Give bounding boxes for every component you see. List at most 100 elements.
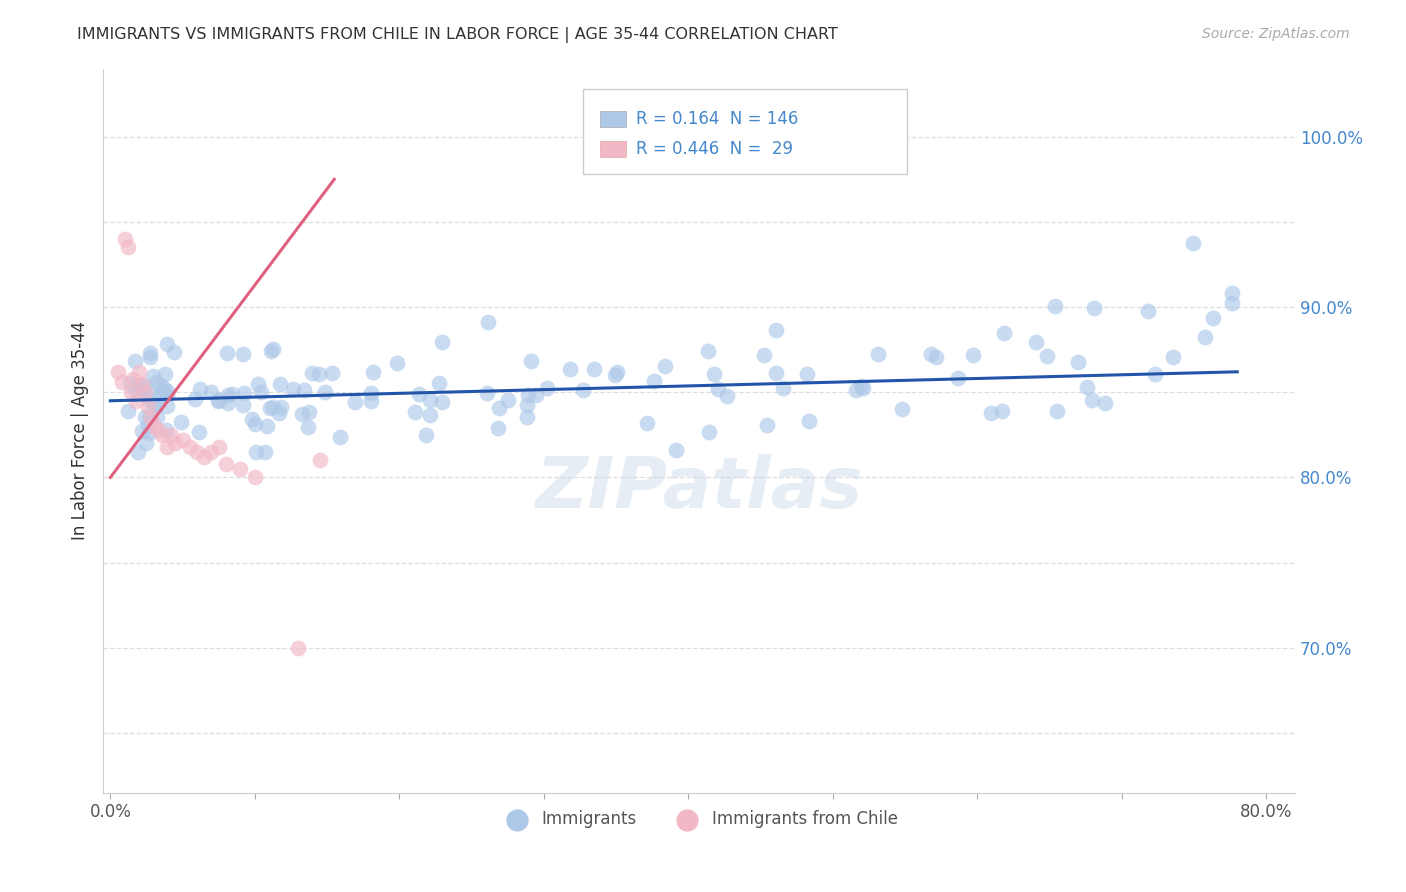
Point [772, 381, 794, 395]
Point [419, 392, 441, 407]
Point [150, 378, 173, 392]
Point [207, 394, 229, 409]
Point [153, 382, 176, 396]
Text: R = 0.164  N = 146: R = 0.164 N = 146 [636, 110, 797, 128]
Point [849, 379, 872, 393]
Point [138, 426, 160, 441]
Point [142, 397, 165, 411]
Point [488, 421, 510, 435]
Point [245, 445, 267, 459]
Point [281, 382, 304, 396]
Point [131, 424, 153, 438]
Point [1136, 303, 1159, 318]
Point [852, 381, 875, 395]
Point [188, 382, 211, 396]
Point [404, 405, 426, 419]
Point [979, 406, 1001, 420]
Point [139, 410, 162, 425]
Point [291, 407, 314, 421]
Point [240, 412, 263, 426]
Point [215, 457, 238, 471]
Point [117, 240, 139, 254]
Point [1094, 395, 1116, 409]
Point [250, 384, 273, 399]
Point [524, 388, 547, 402]
Point [163, 344, 186, 359]
Point [477, 315, 499, 329]
Text: R = 0.446  N =  29: R = 0.446 N = 29 [636, 140, 793, 158]
Point [329, 430, 352, 444]
Point [246, 377, 269, 392]
Point [643, 374, 665, 388]
Point [156, 388, 179, 402]
Point [536, 381, 558, 395]
Point [183, 392, 205, 407]
Point [1161, 350, 1184, 364]
Point [136, 399, 159, 413]
Point [890, 402, 912, 417]
Point [156, 336, 179, 351]
Point [1036, 349, 1059, 363]
Point [308, 453, 330, 467]
Point [1076, 380, 1098, 394]
Point [429, 376, 451, 390]
Point [1043, 299, 1066, 313]
Text: IMMIGRANTS VS IMMIGRANTS FROM CHILE IN LABOR FORCE | AGE 35-44 CORRELATION CHART: IMMIGRANTS VS IMMIGRANTS FROM CHILE IN L… [77, 27, 838, 43]
Point [165, 436, 187, 450]
Point [215, 345, 238, 359]
Point [361, 365, 384, 379]
Point [1083, 301, 1105, 316]
Point [221, 387, 243, 401]
Point [1220, 286, 1243, 301]
Point [415, 428, 437, 442]
Point [560, 362, 582, 376]
Point [114, 232, 136, 246]
Point [170, 415, 193, 429]
Point [716, 389, 738, 403]
Point [262, 343, 284, 357]
Point [155, 423, 177, 437]
Point [125, 393, 148, 408]
Point [142, 419, 165, 434]
Point [920, 347, 942, 361]
Point [845, 383, 868, 397]
Point [150, 387, 173, 401]
Point [498, 392, 520, 407]
Point [754, 348, 776, 362]
Point [229, 462, 252, 476]
Point [269, 406, 291, 420]
Point [179, 440, 201, 454]
Point [193, 450, 215, 464]
Point [297, 420, 319, 434]
Point [477, 385, 499, 400]
Point [765, 366, 787, 380]
Point [111, 375, 134, 389]
Point [139, 346, 162, 360]
Point [155, 384, 177, 399]
Point [866, 346, 889, 360]
Point [696, 344, 718, 359]
Point [519, 354, 541, 368]
Point [232, 347, 254, 361]
Point [127, 445, 149, 459]
Point [287, 640, 309, 655]
Point [136, 417, 159, 432]
Point [138, 351, 160, 365]
Point [488, 401, 510, 415]
Point [135, 436, 157, 450]
Point [270, 400, 292, 414]
Point [572, 383, 595, 397]
Point [606, 366, 628, 380]
Point [243, 470, 266, 484]
Point [134, 385, 156, 400]
Point [156, 400, 179, 414]
Point [122, 371, 145, 385]
Point [124, 383, 146, 397]
Point [408, 387, 430, 401]
Point [120, 385, 142, 400]
Point [132, 384, 155, 398]
Point [360, 393, 382, 408]
Point [262, 400, 284, 414]
Point [186, 445, 208, 459]
Text: Source: ZipAtlas.com: Source: ZipAtlas.com [1202, 27, 1350, 41]
